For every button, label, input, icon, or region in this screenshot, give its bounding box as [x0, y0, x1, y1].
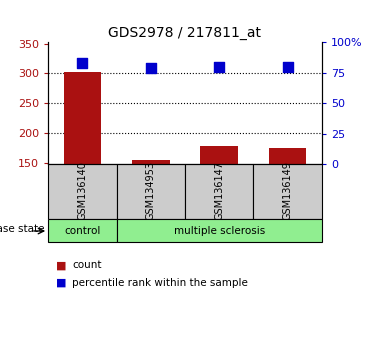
- Text: GSM134953: GSM134953: [146, 161, 156, 220]
- Point: [285, 64, 291, 70]
- Bar: [253, 164, 322, 219]
- Point: [216, 64, 222, 70]
- Text: ■: ■: [56, 278, 66, 288]
- Text: count: count: [72, 260, 102, 270]
- Text: ■: ■: [56, 260, 66, 270]
- Text: GSM136147: GSM136147: [214, 161, 224, 220]
- Bar: [48, 164, 117, 219]
- Text: disease state: disease state: [0, 224, 44, 234]
- Bar: [64, 72, 101, 164]
- Point: [79, 60, 85, 66]
- Point: [148, 65, 154, 71]
- Text: GSM136149: GSM136149: [283, 161, 293, 220]
- Text: control: control: [64, 226, 101, 236]
- Bar: [132, 160, 169, 164]
- Bar: [185, 164, 253, 219]
- Text: multiple sclerosis: multiple sclerosis: [174, 226, 265, 236]
- Bar: [117, 164, 185, 219]
- Bar: [117, 219, 322, 242]
- Text: GSM136140: GSM136140: [77, 161, 87, 220]
- Text: percentile rank within the sample: percentile rank within the sample: [72, 278, 248, 288]
- Bar: [48, 219, 117, 242]
- Bar: [269, 148, 306, 164]
- Bar: [201, 146, 238, 164]
- Title: GDS2978 / 217811_at: GDS2978 / 217811_at: [108, 26, 262, 40]
